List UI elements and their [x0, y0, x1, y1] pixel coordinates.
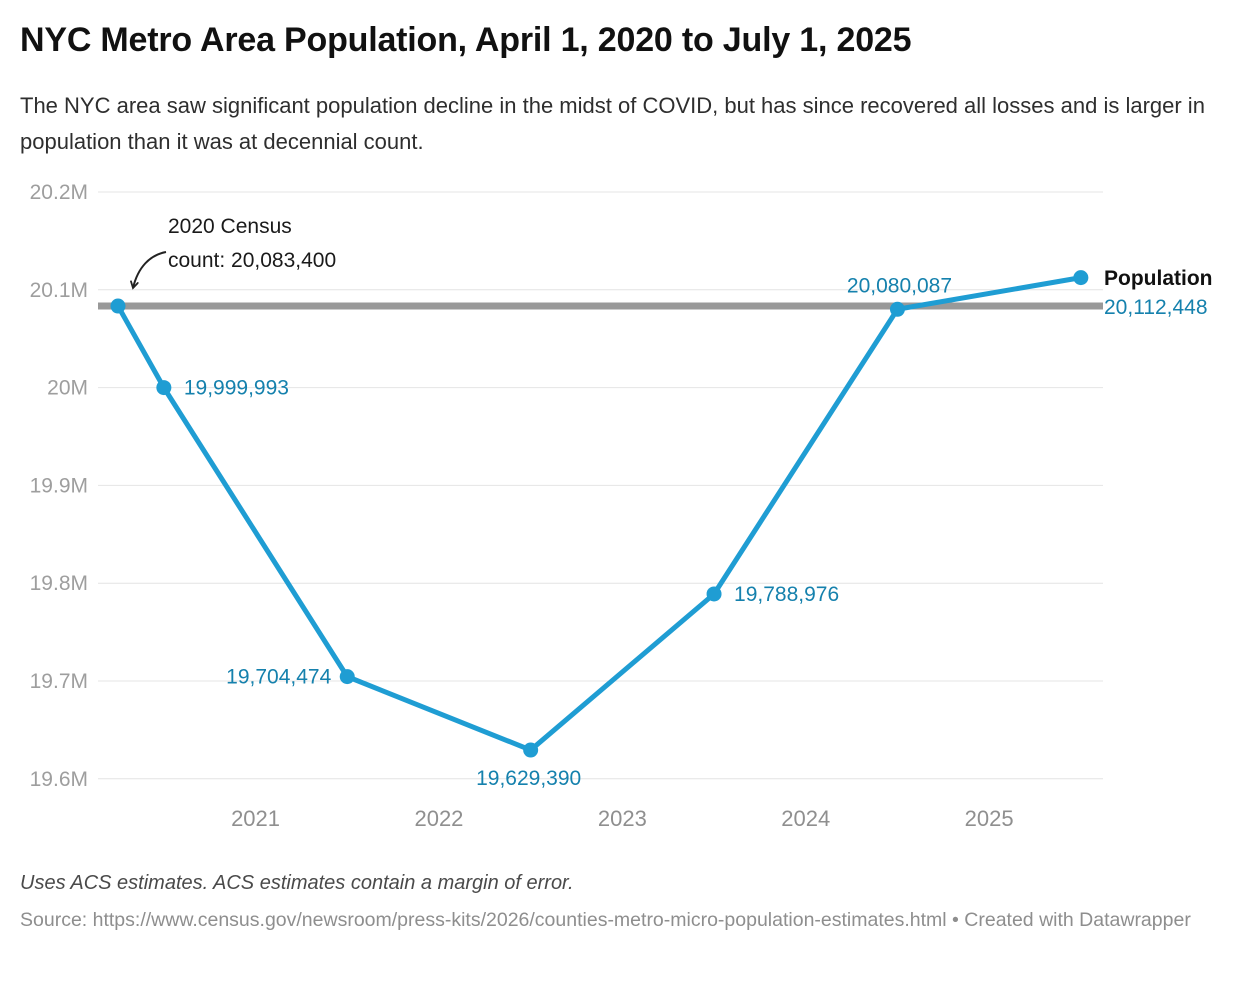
data-point-marker — [706, 586, 722, 602]
population-line-chart: 20.2M 20.1M 20M 19.9M 19.8M 19.7M 19.6M 2021 202… — [30, 181, 1103, 831]
y-tick-label: 20.1M — [30, 279, 88, 302]
chart-notes: Uses ACS estimates. ACS estimates contai… — [20, 872, 574, 894]
y-tick-label: 19.8M — [30, 572, 88, 595]
legend-series-value: 20,112,448 — [1104, 296, 1208, 319]
series-legend: Population 20,112,448 — [1104, 264, 1213, 322]
data-point-marker — [339, 669, 355, 685]
data-point-marker — [523, 742, 539, 758]
x-tick-label: 2023 — [598, 806, 647, 831]
data-point-marker — [156, 380, 172, 396]
data-point-label: 20,080,087 — [847, 274, 952, 297]
annotation-arrow — [130, 251, 167, 290]
data-point-label: 19,629,390 — [476, 767, 581, 790]
data-point-marker — [110, 298, 126, 314]
x-tick-label: 2022 — [414, 806, 463, 831]
data-point-label: 19,788,976 — [734, 583, 839, 606]
x-tick-label: 2021 — [231, 806, 280, 831]
chart-title: NYC Metro Area Population, April 1, 2020… — [20, 21, 912, 59]
data-point-marker — [889, 301, 905, 317]
y-tick-label: 20.2M — [30, 181, 88, 204]
data-point-label: 19,999,993 — [184, 377, 289, 400]
data-point-label: 19,704,474 — [226, 666, 331, 689]
chart-source-attribution: Source: https://www.census.gov/newsroom/… — [20, 909, 1191, 931]
y-tick-label: 19.9M — [30, 474, 88, 497]
chart-description: The NYC area saw significant population … — [20, 93, 1205, 154]
x-tick-label: 2025 — [965, 806, 1014, 831]
census-count-annotation: 2020 Census count: 20,083,400 — [168, 215, 337, 272]
y-tick-label: 19.6M — [30, 768, 88, 791]
x-tick-label: 2024 — [781, 806, 830, 831]
y-tick-label: 19.7M — [30, 670, 88, 693]
legend-series-name: Population — [1104, 267, 1213, 290]
y-tick-label: 20M — [47, 377, 88, 400]
data-point-marker — [1073, 270, 1089, 286]
